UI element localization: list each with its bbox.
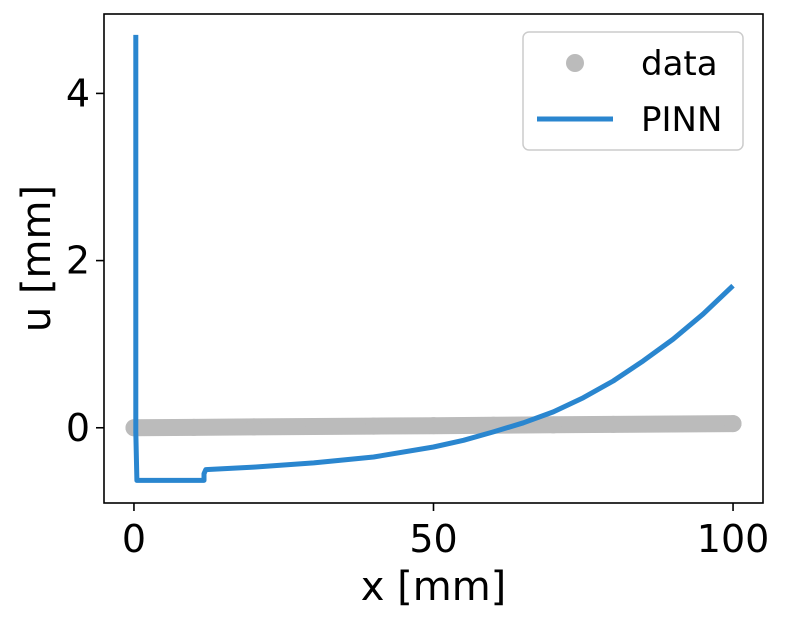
x-axis-label: x [mm] <box>361 564 507 610</box>
data-point <box>604 415 622 433</box>
data-point <box>185 418 203 436</box>
legend-label: PINN <box>641 100 722 140</box>
data-point <box>245 418 263 436</box>
data-point <box>664 415 682 433</box>
data-point <box>305 418 323 436</box>
ticks-layer: 0 50 100 0 2 4 <box>66 71 769 561</box>
data-point <box>724 415 742 433</box>
y-tick-label: 2 <box>66 239 90 283</box>
data-point <box>425 417 442 435</box>
data-point <box>544 416 562 434</box>
series-layer <box>125 34 742 483</box>
y-tick-label: 0 <box>66 406 90 450</box>
y-tick-label: 4 <box>66 71 90 115</box>
x-tick-label: 100 <box>697 517 770 561</box>
y-axis-label: u [mm] <box>14 185 60 332</box>
legend: data PINN <box>522 31 744 151</box>
legend-marker-data <box>566 54 584 72</box>
x-tick-label: 0 <box>122 517 146 561</box>
x-tick-label: 50 <box>409 517 457 561</box>
pinn-line <box>133 34 735 483</box>
legend-label: data <box>641 44 718 84</box>
data-point <box>365 417 383 435</box>
